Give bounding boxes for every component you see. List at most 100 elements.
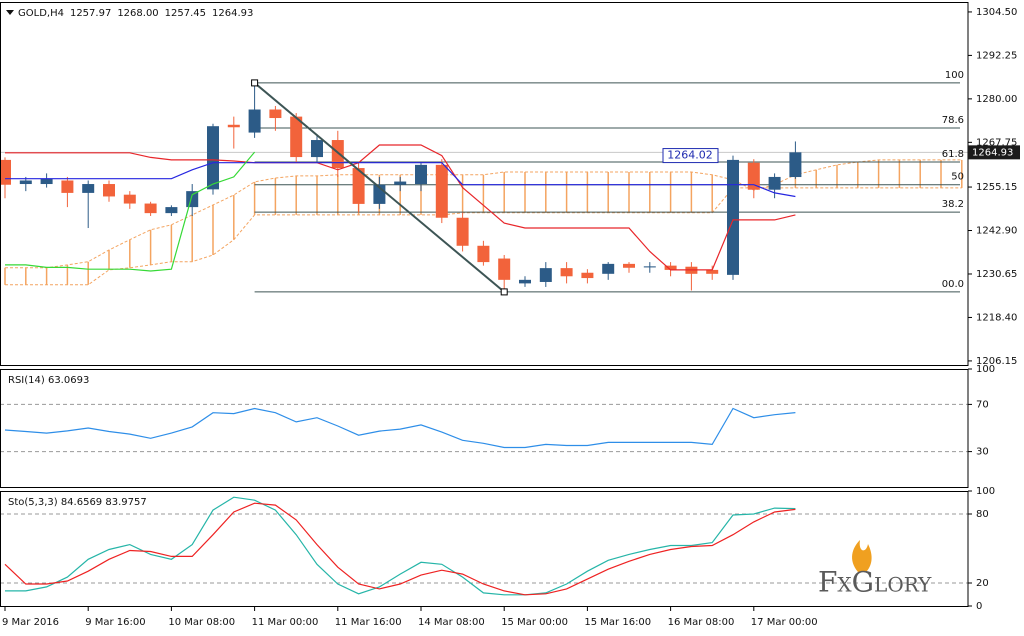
- candle-body: [61, 180, 74, 193]
- y-tick-label: 1206.15: [976, 356, 1017, 367]
- candle-body: [144, 203, 157, 214]
- symbol: GOLD,H4: [18, 8, 64, 19]
- fib-label: 50: [951, 172, 964, 183]
- logo: FxGlory: [818, 566, 932, 599]
- logo-flame: [852, 540, 872, 572]
- ohlc-value: 1264.93: [212, 8, 253, 19]
- x-tick-label: 17 Mar 00:00: [751, 617, 818, 628]
- trendline-handle: [500, 288, 508, 296]
- y-tick-label: 1304.50: [976, 7, 1017, 18]
- y-tick-label: 1292.25: [976, 50, 1017, 61]
- candle-body: [789, 152, 802, 178]
- panel-title: RSI(14) 63.0693: [8, 375, 89, 386]
- candle-body: [207, 126, 219, 190]
- candle-body: [435, 164, 448, 218]
- candle-body: [706, 269, 719, 274]
- y-tick-label: 70: [976, 399, 989, 410]
- candle-body: [227, 124, 240, 128]
- candle-body: [664, 265, 677, 270]
- fib-label: 38.2: [942, 199, 964, 210]
- candle-body: [40, 178, 53, 185]
- x-tick-label: 16 Mar 08:00: [668, 617, 735, 628]
- candle-body: [415, 164, 427, 185]
- indicator-line: [5, 151, 256, 272]
- plot-area: [0, 79, 968, 296]
- candle-body: [248, 109, 261, 133]
- fib-label: 61.8: [942, 149, 964, 160]
- candle-body: [269, 109, 282, 119]
- x-tick-label: 9 Mar 2016: [2, 617, 59, 628]
- candle-body: [331, 140, 344, 169]
- y-tick-label: 1218.40: [976, 312, 1017, 323]
- candle-body: [186, 191, 199, 208]
- candle-body: [82, 184, 95, 193]
- ohlc-value: 1257.45: [165, 8, 206, 19]
- indicator-line: [4, 407, 796, 449]
- y-tick-label: 0: [976, 601, 982, 612]
- candle-body: [103, 184, 115, 197]
- candle-body: [581, 272, 594, 279]
- price-marker-box: [662, 148, 719, 164]
- fib-label: 100: [945, 70, 964, 81]
- plot-area: [0, 403, 968, 453]
- y-tick-label: 80: [976, 509, 989, 520]
- fib-label: 78.6: [942, 115, 964, 126]
- candle-body: [519, 279, 531, 284]
- candle-body: [768, 176, 781, 190]
- candle-body: [290, 116, 303, 158]
- panel-frame: [0, 491, 969, 607]
- ohlc-value: 1257.97: [70, 8, 111, 19]
- fib-label: 00.0: [942, 279, 964, 290]
- x-tick-label: 11 Mar 16:00: [335, 617, 402, 628]
- panel-frame: [0, 2, 969, 366]
- menu-triangle: [6, 10, 14, 15]
- x-tick-label: 11 Mar 00:00: [252, 617, 319, 628]
- y-tick-label: 100: [976, 486, 995, 497]
- candle-body: [560, 268, 573, 277]
- indicator-line: [5, 162, 796, 198]
- indicator-line: [5, 144, 796, 271]
- candle-body: [123, 194, 136, 204]
- candle-body: [539, 268, 552, 282]
- candle-body: [394, 181, 407, 185]
- candle-body: [0, 159, 11, 185]
- candle-body: [165, 207, 178, 214]
- y-tick-label: 30: [976, 447, 989, 458]
- panel-frame: [0, 369, 969, 488]
- x-tick-label: 9 Mar 16:00: [85, 617, 145, 628]
- candle-body: [311, 140, 323, 158]
- ohlc-value: 1268.00: [117, 8, 158, 19]
- y-tick-label: 1267.75: [976, 137, 1017, 148]
- x-tick-label: 14 Mar 08:00: [418, 617, 485, 628]
- candle-body: [623, 263, 635, 268]
- y-tick-label: 100: [976, 364, 995, 375]
- candle-body: [352, 168, 365, 204]
- y-tick-label: 20: [976, 578, 989, 589]
- candle-body: [747, 162, 760, 190]
- y-tick-label: 1255.15: [976, 182, 1017, 193]
- header: GOLD,H4 1257.97 1268.00 1257.45 1264.93: [18, 8, 253, 19]
- candle-body: [602, 263, 615, 274]
- trendline: [253, 82, 505, 293]
- candle-body: [727, 159, 739, 275]
- candle-body: [643, 266, 656, 268]
- plot-area: [0, 496, 968, 596]
- trendline-handle: [251, 79, 259, 87]
- price-marker-label: 1264.02: [667, 149, 713, 162]
- last-price-label: 1264.93: [972, 147, 1013, 158]
- candle-body: [477, 245, 490, 263]
- x-tick-label: 15 Mar 16:00: [584, 617, 651, 628]
- indicator-line: [5, 496, 796, 596]
- candle-body: [498, 258, 511, 280]
- candle-body: [19, 180, 32, 185]
- x-tick-label: 15 Mar 00:00: [501, 617, 568, 628]
- indicator-line: [5, 187, 962, 286]
- y-tick-label: 1280.00: [976, 94, 1017, 105]
- x-tick-label: 10 Mar 08:00: [168, 617, 235, 628]
- candle-body: [456, 217, 469, 246]
- panel-title: Sto(5,3,3) 84.6569 83.9757: [8, 497, 147, 508]
- y-tick-label: 1242.90: [976, 226, 1017, 237]
- indicator-line: [4, 502, 796, 596]
